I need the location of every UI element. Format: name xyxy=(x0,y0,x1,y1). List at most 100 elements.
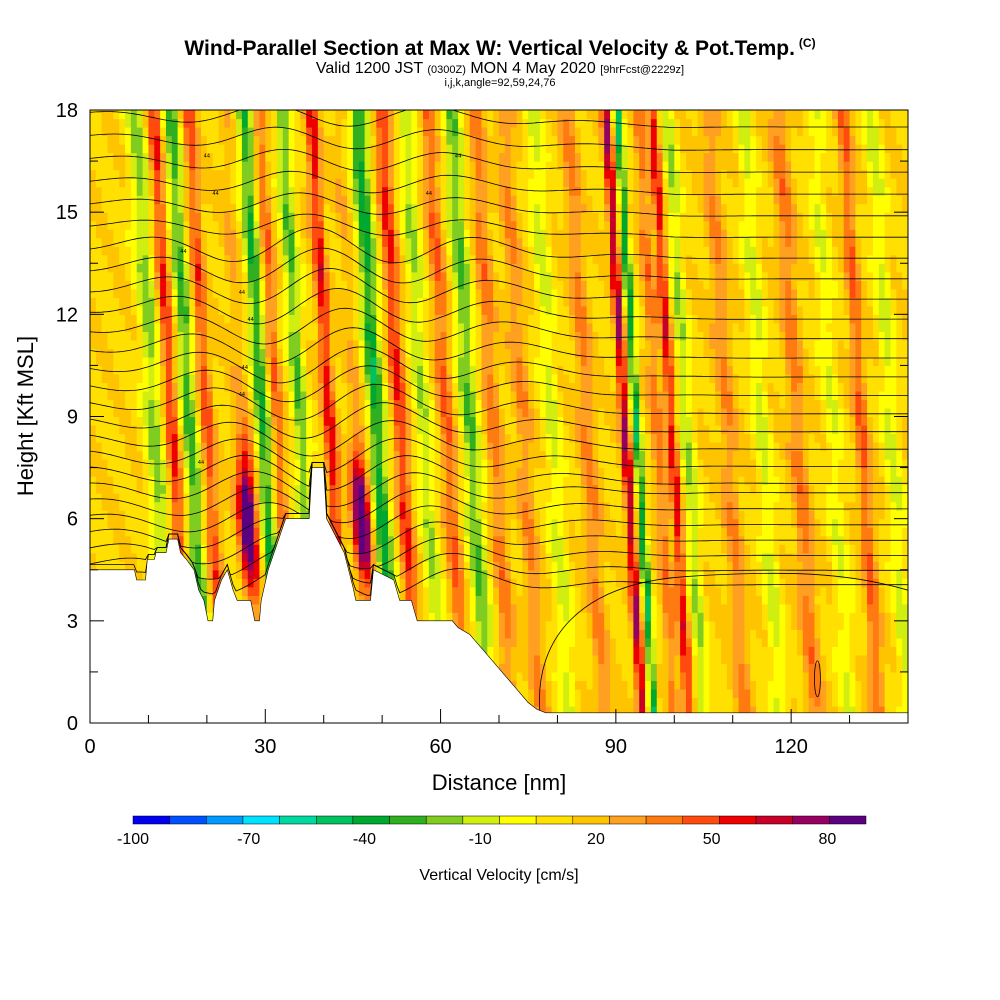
heat-cell xyxy=(370,356,377,367)
heat-cell xyxy=(352,348,360,358)
heat-cell xyxy=(189,433,196,443)
heat-cell xyxy=(253,365,261,375)
heat-cell xyxy=(458,425,465,435)
heat-cell xyxy=(387,178,395,188)
heat-cell xyxy=(329,493,336,503)
heat-cell xyxy=(358,552,366,562)
heat-cell xyxy=(125,407,132,418)
heat-cell xyxy=(171,280,179,290)
heat-cell xyxy=(236,416,243,426)
heat-cell xyxy=(125,280,132,290)
heat-cell xyxy=(136,288,144,298)
heat-cell xyxy=(294,135,301,145)
heat-cell xyxy=(306,135,313,145)
heat-cell xyxy=(347,271,354,281)
heat-cell xyxy=(282,135,290,145)
heat-cell xyxy=(236,127,243,137)
heat-cell xyxy=(434,544,442,554)
heat-cell xyxy=(463,518,471,528)
heat-cell xyxy=(335,407,342,418)
heat-cell xyxy=(276,356,284,367)
heat-cell xyxy=(206,578,214,588)
heat-cell xyxy=(212,450,220,460)
heat-cell xyxy=(423,407,430,418)
heat-cell xyxy=(446,203,453,213)
heat-cell xyxy=(387,535,395,545)
heat-cell xyxy=(423,578,430,588)
heat-cell xyxy=(358,331,366,341)
heat-cell xyxy=(224,552,231,562)
heat-cell xyxy=(165,356,173,367)
heat-cell xyxy=(282,127,290,137)
heat-cell xyxy=(487,280,494,290)
heat-cell xyxy=(282,203,290,213)
heat-cell xyxy=(411,220,418,230)
heat-cell xyxy=(300,203,307,213)
heat-cell xyxy=(358,297,366,307)
heat-cell xyxy=(101,552,109,562)
heat-cell xyxy=(469,237,477,247)
heat-cell xyxy=(446,552,453,562)
heat-cell xyxy=(352,220,360,230)
heat-cell xyxy=(259,297,266,307)
heat-cell xyxy=(358,476,366,486)
heat-cell xyxy=(206,416,214,426)
heat-cell xyxy=(125,271,132,281)
heat-cell xyxy=(411,382,418,392)
heat-cell xyxy=(382,212,389,222)
heat-cell xyxy=(201,144,208,154)
heat-cell xyxy=(113,552,120,562)
heat-cell xyxy=(393,569,401,579)
heat-cell xyxy=(236,288,243,298)
heat-cell xyxy=(95,476,103,486)
heat-cell xyxy=(247,552,255,562)
heat-cell xyxy=(259,305,266,315)
heat-cell xyxy=(119,552,126,562)
heat-cell xyxy=(101,195,109,205)
heat-cell xyxy=(300,314,307,324)
heat-cell xyxy=(446,237,453,247)
heat-cell xyxy=(423,459,430,469)
heat-cell xyxy=(183,237,190,247)
heat-cell xyxy=(247,348,255,358)
heat-cell xyxy=(224,288,231,298)
heat-cell xyxy=(387,288,395,298)
heat-cell xyxy=(107,152,114,162)
heat-cell xyxy=(358,569,366,579)
heat-cell xyxy=(335,467,342,477)
heat-cell xyxy=(347,373,354,384)
heat-cell xyxy=(125,220,132,230)
heat-cell xyxy=(423,425,430,435)
heat-cell xyxy=(306,288,313,298)
heat-cell xyxy=(393,544,401,554)
heat-cell xyxy=(148,527,155,537)
heat-cell xyxy=(265,263,272,273)
heat-cell xyxy=(405,322,412,332)
heat-cell xyxy=(142,535,150,545)
heat-cell xyxy=(411,212,418,222)
heat-cell xyxy=(364,561,372,571)
heat-cell xyxy=(236,220,243,230)
heat-cell xyxy=(347,212,354,222)
heat-cell xyxy=(382,535,389,545)
heat-cell xyxy=(428,510,436,520)
heat-cell xyxy=(335,493,342,503)
heat-cell xyxy=(423,603,430,613)
heat-cell xyxy=(405,254,412,264)
heat-cell xyxy=(136,322,144,332)
heat-cell xyxy=(253,314,261,324)
heat-cell xyxy=(107,399,114,409)
heat-cell xyxy=(101,246,109,256)
heat-cell xyxy=(312,459,319,469)
heat-cell xyxy=(358,561,366,571)
heat-cell xyxy=(434,476,442,486)
heat-cell xyxy=(90,442,97,452)
heat-cell xyxy=(481,561,488,571)
heat-cell xyxy=(288,195,296,205)
heat-cell xyxy=(271,169,278,179)
heat-cell xyxy=(294,510,301,520)
heat-cell xyxy=(230,169,237,179)
heat-cell xyxy=(119,433,126,443)
heat-cell xyxy=(358,365,366,375)
heat-cell xyxy=(236,561,243,571)
